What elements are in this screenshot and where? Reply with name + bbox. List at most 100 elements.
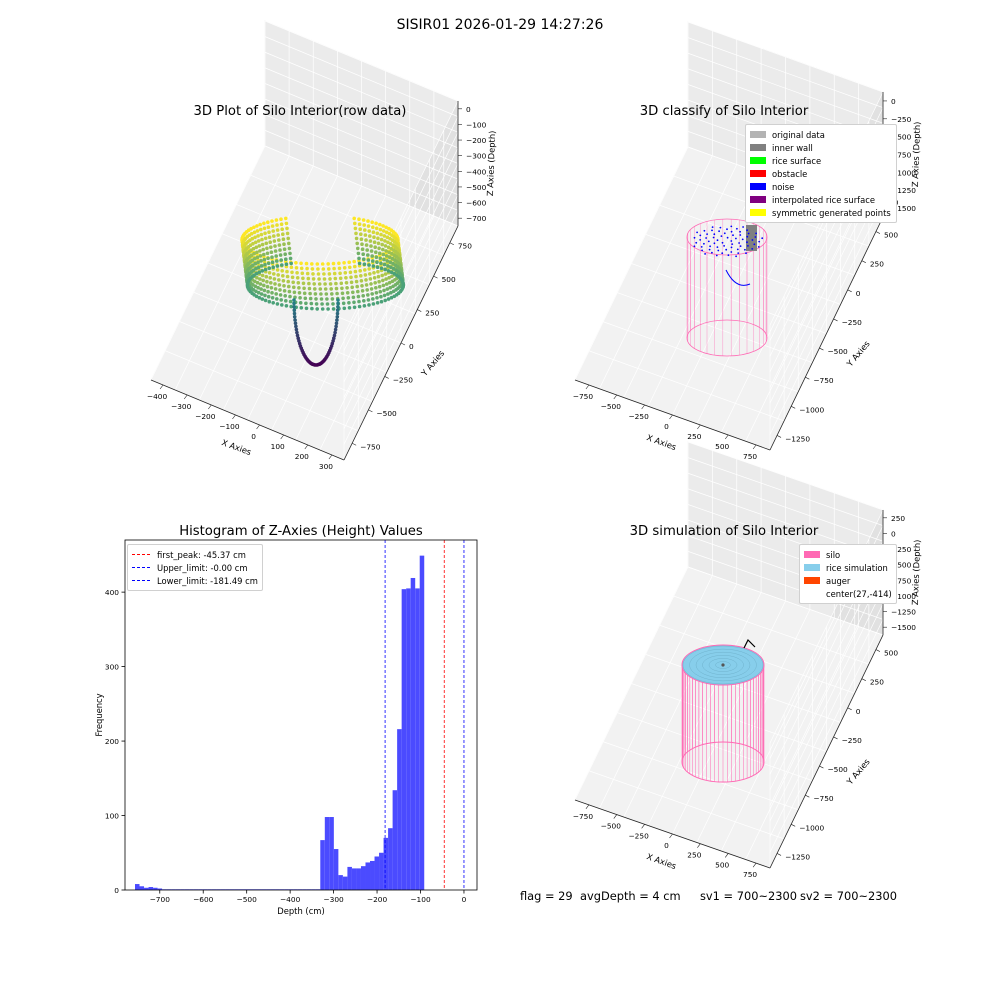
- histogram-bar: [383, 837, 389, 890]
- data-point: [351, 295, 356, 300]
- data-point: [275, 259, 279, 263]
- surface-point: [709, 245, 711, 248]
- surface-point: [758, 240, 761, 243]
- data-point: [260, 273, 265, 278]
- data-point: [314, 302, 319, 306]
- plot-frame: [124, 539, 478, 891]
- data-point: [255, 250, 259, 255]
- data-point: [310, 262, 314, 266]
- surface-point: [704, 253, 706, 255]
- legend-label: original data: [772, 129, 825, 140]
- data-point: [332, 333, 337, 338]
- surface-point: [747, 245, 749, 247]
- data-point: [357, 299, 361, 304]
- x-tick-label: 500: [715, 860, 729, 869]
- surface-point: [723, 232, 726, 235]
- z-tick-label: −1250: [891, 186, 916, 195]
- data-point: [377, 246, 381, 251]
- x-tick: [697, 843, 701, 848]
- data-point: [257, 270, 262, 275]
- data-point: [379, 232, 383, 237]
- data-point: [364, 283, 369, 287]
- data-point: [374, 250, 378, 254]
- surface-point: [738, 242, 740, 244]
- data-point: [265, 279, 269, 284]
- y-tick: [805, 794, 810, 798]
- data-point: [284, 299, 288, 303]
- y-tick: [776, 853, 782, 856]
- data-point: [256, 290, 261, 295]
- data-point: [330, 292, 334, 296]
- y-tick-label: −500: [827, 765, 848, 774]
- x-tick: [669, 414, 673, 420]
- y-tick-label: 750: [458, 242, 472, 251]
- center-marker: [721, 663, 725, 667]
- data-point: [312, 282, 317, 286]
- x-tick: [280, 434, 284, 440]
- data-point: [289, 304, 294, 309]
- data-point: [385, 235, 390, 240]
- surface-point: [703, 229, 706, 232]
- data-point: [381, 252, 386, 257]
- data-point: [349, 280, 354, 285]
- data-point: [269, 281, 273, 285]
- data-point: [325, 302, 330, 306]
- data-point: [327, 267, 331, 271]
- side-grid-line: [343, 132, 459, 367]
- data-point: [331, 307, 336, 311]
- legend-item-auger: auger: [804, 574, 892, 587]
- data-point: [384, 225, 388, 230]
- data-point: [272, 239, 277, 243]
- data-point: [267, 230, 271, 234]
- data-point: [310, 306, 314, 311]
- data-point: [277, 238, 281, 242]
- data-point: [372, 271, 376, 275]
- data-point: [282, 284, 286, 288]
- back-grid-line: [687, 472, 884, 542]
- data-point: [262, 283, 266, 288]
- data-point: [301, 281, 306, 286]
- data-point: [288, 251, 292, 256]
- legend-item-rice-surface: rice surface: [750, 154, 892, 167]
- y-tick: [776, 435, 782, 438]
- data-point: [320, 302, 324, 306]
- z-tick-label: −1000: [891, 592, 916, 601]
- legend-item-lower-limit: Lower_limit: -181.49 cm: [132, 574, 258, 587]
- data-point: [258, 254, 263, 258]
- surface-point: [736, 227, 738, 230]
- data-point: [333, 276, 338, 281]
- data-point: [268, 240, 273, 244]
- data-point: [375, 231, 380, 236]
- surface-point: [693, 236, 696, 239]
- data-point: [361, 218, 366, 222]
- surface-point: [744, 248, 746, 251]
- footer-sv2: sv2 = 700~2300: [800, 889, 897, 903]
- back-grid-line: [264, 20, 459, 102]
- z-tick-label: 250: [891, 514, 905, 523]
- data-point: [250, 236, 255, 241]
- data-point: [256, 285, 260, 290]
- surface-point: [712, 236, 715, 239]
- x-tick: [232, 414, 236, 420]
- data-point: [293, 295, 297, 300]
- data-point: [258, 222, 263, 227]
- floor-grid-line: [745, 626, 859, 860]
- z-tick-label: −250: [891, 115, 912, 124]
- data-point: [390, 279, 395, 284]
- surface-point: [741, 238, 744, 241]
- legend-swatch: [750, 196, 766, 203]
- footer-sv1: sv1 = 700~2300: [700, 889, 797, 903]
- data-point: [384, 254, 389, 258]
- z-tick-label: −1500: [891, 623, 916, 632]
- z-tick-label: −400: [466, 167, 487, 176]
- x-tick-label: −400: [280, 895, 301, 904]
- histogram-bar: [139, 886, 145, 890]
- data-point: [313, 292, 318, 296]
- legend-item-obstacle: obstacle: [750, 167, 892, 180]
- data-point: [384, 277, 388, 281]
- data-point: [270, 296, 275, 300]
- surface-point: [747, 232, 750, 235]
- histogram-bar: [338, 875, 343, 890]
- data-point: [375, 301, 380, 305]
- data-point: [288, 299, 293, 304]
